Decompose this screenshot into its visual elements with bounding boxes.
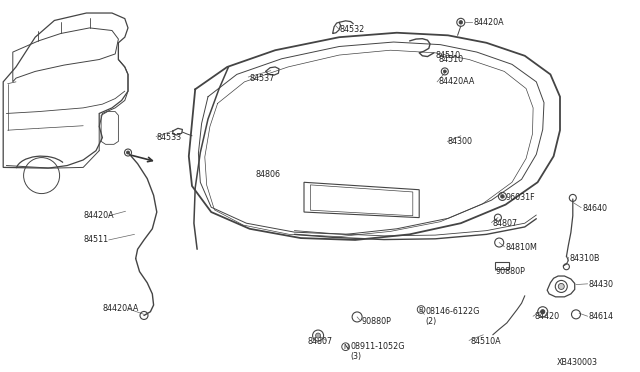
Text: 90880P: 90880P — [362, 317, 392, 326]
Text: 84510: 84510 — [438, 55, 463, 64]
Text: 84806: 84806 — [256, 170, 281, 179]
Text: 90880P: 90880P — [496, 267, 526, 276]
Circle shape — [558, 283, 564, 289]
Text: 84510: 84510 — [435, 51, 460, 60]
Text: B: B — [419, 307, 424, 312]
Text: 84537: 84537 — [250, 74, 275, 83]
Circle shape — [500, 195, 504, 198]
Text: 84810M: 84810M — [506, 243, 538, 252]
Circle shape — [444, 70, 446, 73]
Text: 84510A: 84510A — [470, 337, 501, 346]
Circle shape — [127, 151, 129, 154]
Circle shape — [541, 310, 545, 314]
Text: 84420AA: 84420AA — [102, 304, 139, 313]
Text: XB430003: XB430003 — [557, 358, 598, 367]
Text: 96031F: 96031F — [506, 193, 535, 202]
Circle shape — [316, 333, 321, 338]
Text: 08911-1052G
(3): 08911-1052G (3) — [351, 342, 405, 361]
Circle shape — [459, 20, 463, 24]
Text: N: N — [343, 344, 348, 350]
Text: 84807: 84807 — [493, 219, 518, 228]
Text: 84420: 84420 — [534, 312, 559, 321]
Text: 08146-6122G
(2): 08146-6122G (2) — [426, 307, 480, 326]
Text: 84511: 84511 — [83, 235, 108, 244]
Text: 84420A: 84420A — [474, 18, 504, 27]
Text: 84420AA: 84420AA — [438, 77, 475, 86]
Text: 84420A: 84420A — [83, 211, 114, 220]
Text: 84614: 84614 — [589, 312, 614, 321]
Text: 84533: 84533 — [157, 133, 182, 142]
Text: 84532: 84532 — [339, 25, 364, 34]
Text: 84807: 84807 — [307, 337, 332, 346]
Text: 84300: 84300 — [448, 137, 473, 146]
Text: 84430: 84430 — [589, 280, 614, 289]
Text: 84310B: 84310B — [570, 254, 600, 263]
Text: 84640: 84640 — [582, 204, 607, 213]
